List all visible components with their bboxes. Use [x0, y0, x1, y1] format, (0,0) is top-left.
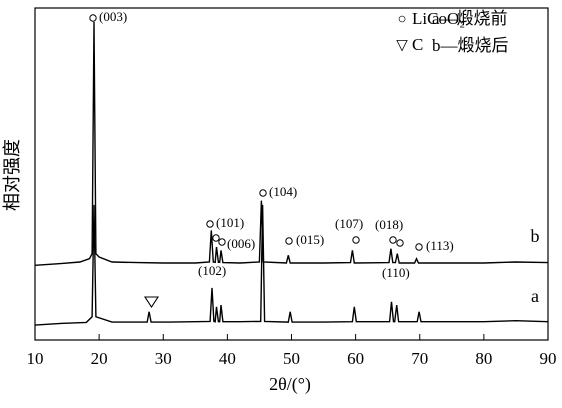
x-tick-label: 40 — [219, 349, 236, 368]
x-tick-label: 60 — [347, 349, 364, 368]
x-tick-label: 50 — [283, 349, 300, 368]
peak-label: (015) — [296, 232, 324, 247]
peak-label: (102) — [198, 263, 226, 278]
x-tick-label: 10 — [27, 349, 44, 368]
peak-marker — [212, 234, 220, 242]
peak-label: (104) — [269, 184, 297, 199]
x-axis-label: 2θ/(°) — [269, 374, 311, 395]
peak-marker — [285, 237, 293, 245]
legend-label: LiCoO₂ — [412, 9, 465, 28]
peak-marker — [89, 14, 97, 22]
legend-label: C — [412, 35, 423, 54]
legend-label: b—煅烧后 — [432, 36, 509, 55]
peak-marker — [396, 239, 404, 247]
peak-marker — [206, 220, 214, 228]
x-tick-label: 30 — [155, 349, 172, 368]
peak-marker — [389, 236, 397, 244]
peak-marker — [352, 236, 360, 244]
peak-label: (101) — [216, 215, 244, 230]
peak-label: (003) — [99, 9, 127, 24]
peak-label: (107) — [335, 216, 363, 231]
legend-symbol: ▽ — [396, 37, 408, 53]
x-tick-label: 90 — [540, 349, 557, 368]
data-line — [34, 21, 549, 266]
peak-marker — [415, 243, 423, 251]
plot-frame — [34, 7, 549, 341]
x-tick-label: 70 — [411, 349, 428, 368]
peak-label: (113) — [426, 238, 454, 253]
curve-label: b — [531, 226, 540, 246]
peak-marker — [218, 238, 226, 246]
legend-label: a—煅烧前 — [432, 9, 508, 28]
legend-symbol: ○ — [397, 11, 406, 27]
data-line — [34, 204, 549, 326]
peak-label: (018) — [375, 217, 403, 232]
peak-label: (006) — [227, 236, 255, 251]
curve-label: a — [531, 286, 539, 306]
peak-marker — [259, 189, 267, 197]
x-tick-label: 20 — [91, 349, 108, 368]
y-axis-label: 相对强度 — [2, 139, 22, 211]
carbon-marker — [143, 296, 160, 309]
x-tick-label: 80 — [475, 349, 492, 368]
peak-label: (110) — [382, 265, 410, 280]
